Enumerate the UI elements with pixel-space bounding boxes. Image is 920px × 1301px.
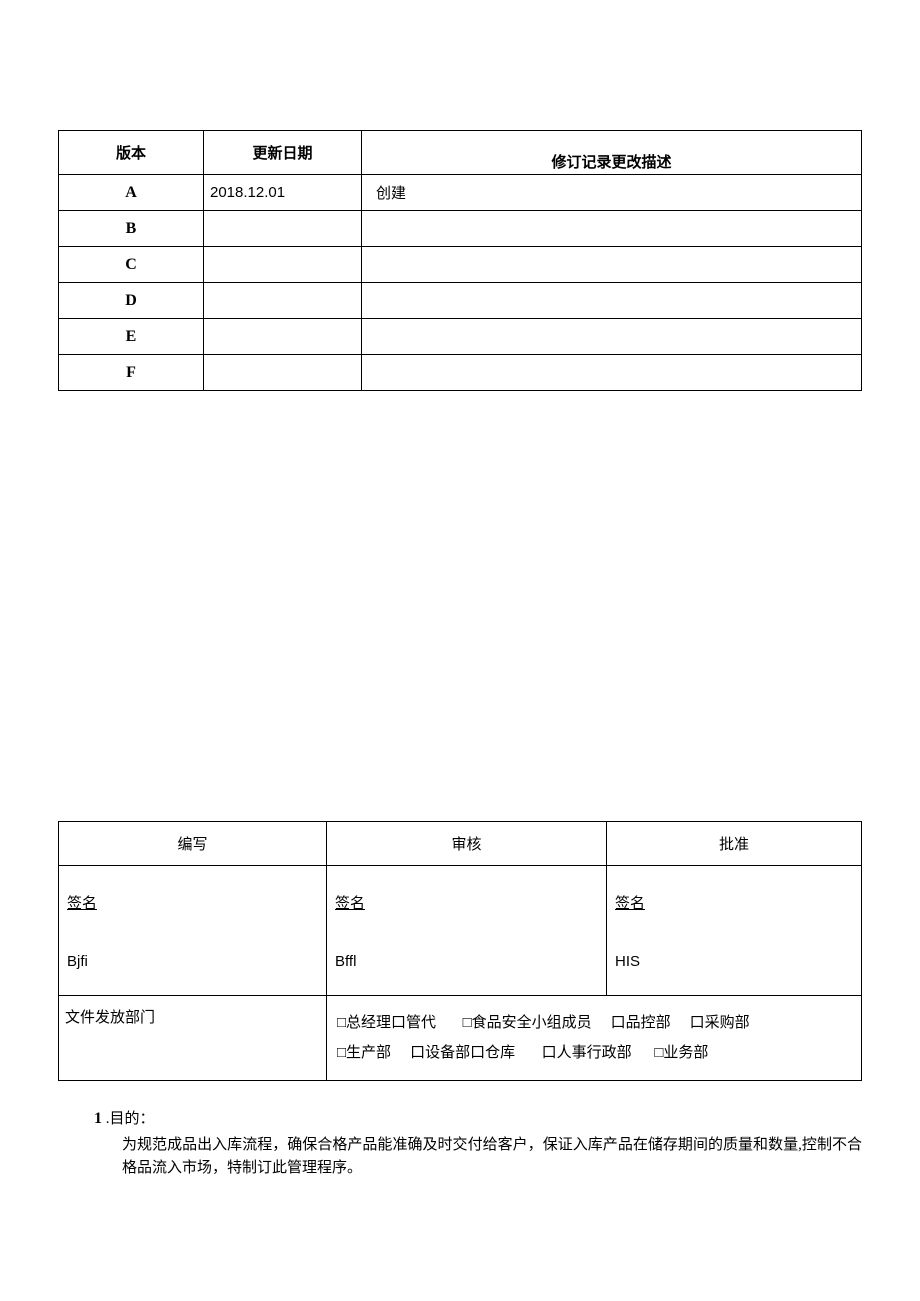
dist-item: 口品控部 (611, 1008, 671, 1038)
revision-history-table: 版本 更新日期 修订记录更改描述 A 2018.12.01 创建 B C D E (58, 130, 862, 391)
signature-body-row: 签名 Bjfi 签名 Bffl 签名 HIS (59, 866, 862, 996)
distribution-content: □总经理口管代 □食品安全小组成员 口品控部 口采购部 □生产部 口设备部口仓库… (327, 996, 862, 1081)
signature-code-write: Bjfi (67, 953, 88, 970)
section-number: 1 (94, 1110, 102, 1127)
signature-label: 签名 (335, 892, 598, 913)
dist-item: □总经理口管代 (337, 1008, 436, 1038)
cell-date: 2018.12.01 (204, 175, 362, 211)
cell-desc (362, 211, 862, 247)
cell-version: C (59, 247, 204, 283)
signature-code-approve: HIS (615, 953, 640, 970)
cell-version: E (59, 319, 204, 355)
body-text-section: 1 .目的： 为规范成品出入库流程，确保合格产品能准确及时交付给客户，保证入库产… (58, 1107, 862, 1181)
vertical-spacer (58, 391, 862, 821)
col-header-date: 更新日期 (204, 131, 362, 175)
section-paragraph: 为规范成品出入库流程，确保合格产品能准确及时交付给客户，保证入库产品在储存期间的… (94, 1134, 862, 1181)
signature-cell-review: 签名 Bffl (327, 866, 607, 996)
signature-cell-approve: 签名 HIS (607, 866, 862, 996)
col-header-version: 版本 (59, 131, 204, 175)
dist-item: 口采购部 (690, 1008, 750, 1038)
cell-date (204, 319, 362, 355)
cell-date (204, 355, 362, 391)
cell-version: D (59, 283, 204, 319)
signature-code-review: Bffl (335, 953, 356, 970)
dist-item: □生产部 (337, 1038, 391, 1068)
section-heading: 1 .目的： (94, 1107, 862, 1128)
col-header-write: 编写 (59, 822, 327, 866)
table-row: F (59, 355, 862, 391)
signature-header-row: 编写 审核 批准 (59, 822, 862, 866)
document-page: 版本 更新日期 修订记录更改描述 A 2018.12.01 创建 B C D E (0, 0, 920, 1221)
cell-date (204, 211, 362, 247)
cell-version: F (59, 355, 204, 391)
signature-cell-write: 签名 Bjfi (59, 866, 327, 996)
cell-desc (362, 319, 862, 355)
signature-label: 签名 (67, 892, 318, 913)
revision-table-header-row: 版本 更新日期 修订记录更改描述 (59, 131, 862, 175)
cell-version: B (59, 211, 204, 247)
dist-item: 口人事行政部 (542, 1038, 632, 1068)
col-header-desc: 修订记录更改描述 (362, 131, 862, 175)
table-row: E (59, 319, 862, 355)
dist-item: 口设备部口仓库 (410, 1038, 515, 1068)
cell-desc (362, 355, 862, 391)
dist-item: □业务部 (654, 1038, 708, 1068)
distribution-line-1: □总经理口管代 □食品安全小组成员 口品控部 口采购部 (337, 1008, 851, 1038)
section-title: .目的： (102, 1111, 155, 1127)
cell-version: A (59, 175, 204, 211)
col-header-review: 审核 (327, 822, 607, 866)
cell-desc (362, 247, 862, 283)
cell-desc (362, 283, 862, 319)
distribution-row: 文件发放部门 □总经理口管代 □食品安全小组成员 口品控部 口采购部 □生产部 … (59, 996, 862, 1081)
cell-date (204, 283, 362, 319)
cell-date (204, 247, 362, 283)
distribution-line-2: □生产部 口设备部口仓库 口人事行政部 □业务部 (337, 1038, 851, 1068)
dist-item: □食品安全小组成员 (463, 1008, 592, 1038)
table-row: D (59, 283, 862, 319)
cell-desc: 创建 (362, 175, 862, 211)
signature-label: 签名 (615, 892, 853, 913)
col-header-approve: 批准 (607, 822, 862, 866)
distribution-label: 文件发放部门 (59, 996, 327, 1081)
table-row: A 2018.12.01 创建 (59, 175, 862, 211)
table-row: B (59, 211, 862, 247)
signature-table: 编写 审核 批准 签名 Bjfi 签名 Bffl 签名 HIS 文件发放部门 □… (58, 821, 862, 1081)
table-row: C (59, 247, 862, 283)
